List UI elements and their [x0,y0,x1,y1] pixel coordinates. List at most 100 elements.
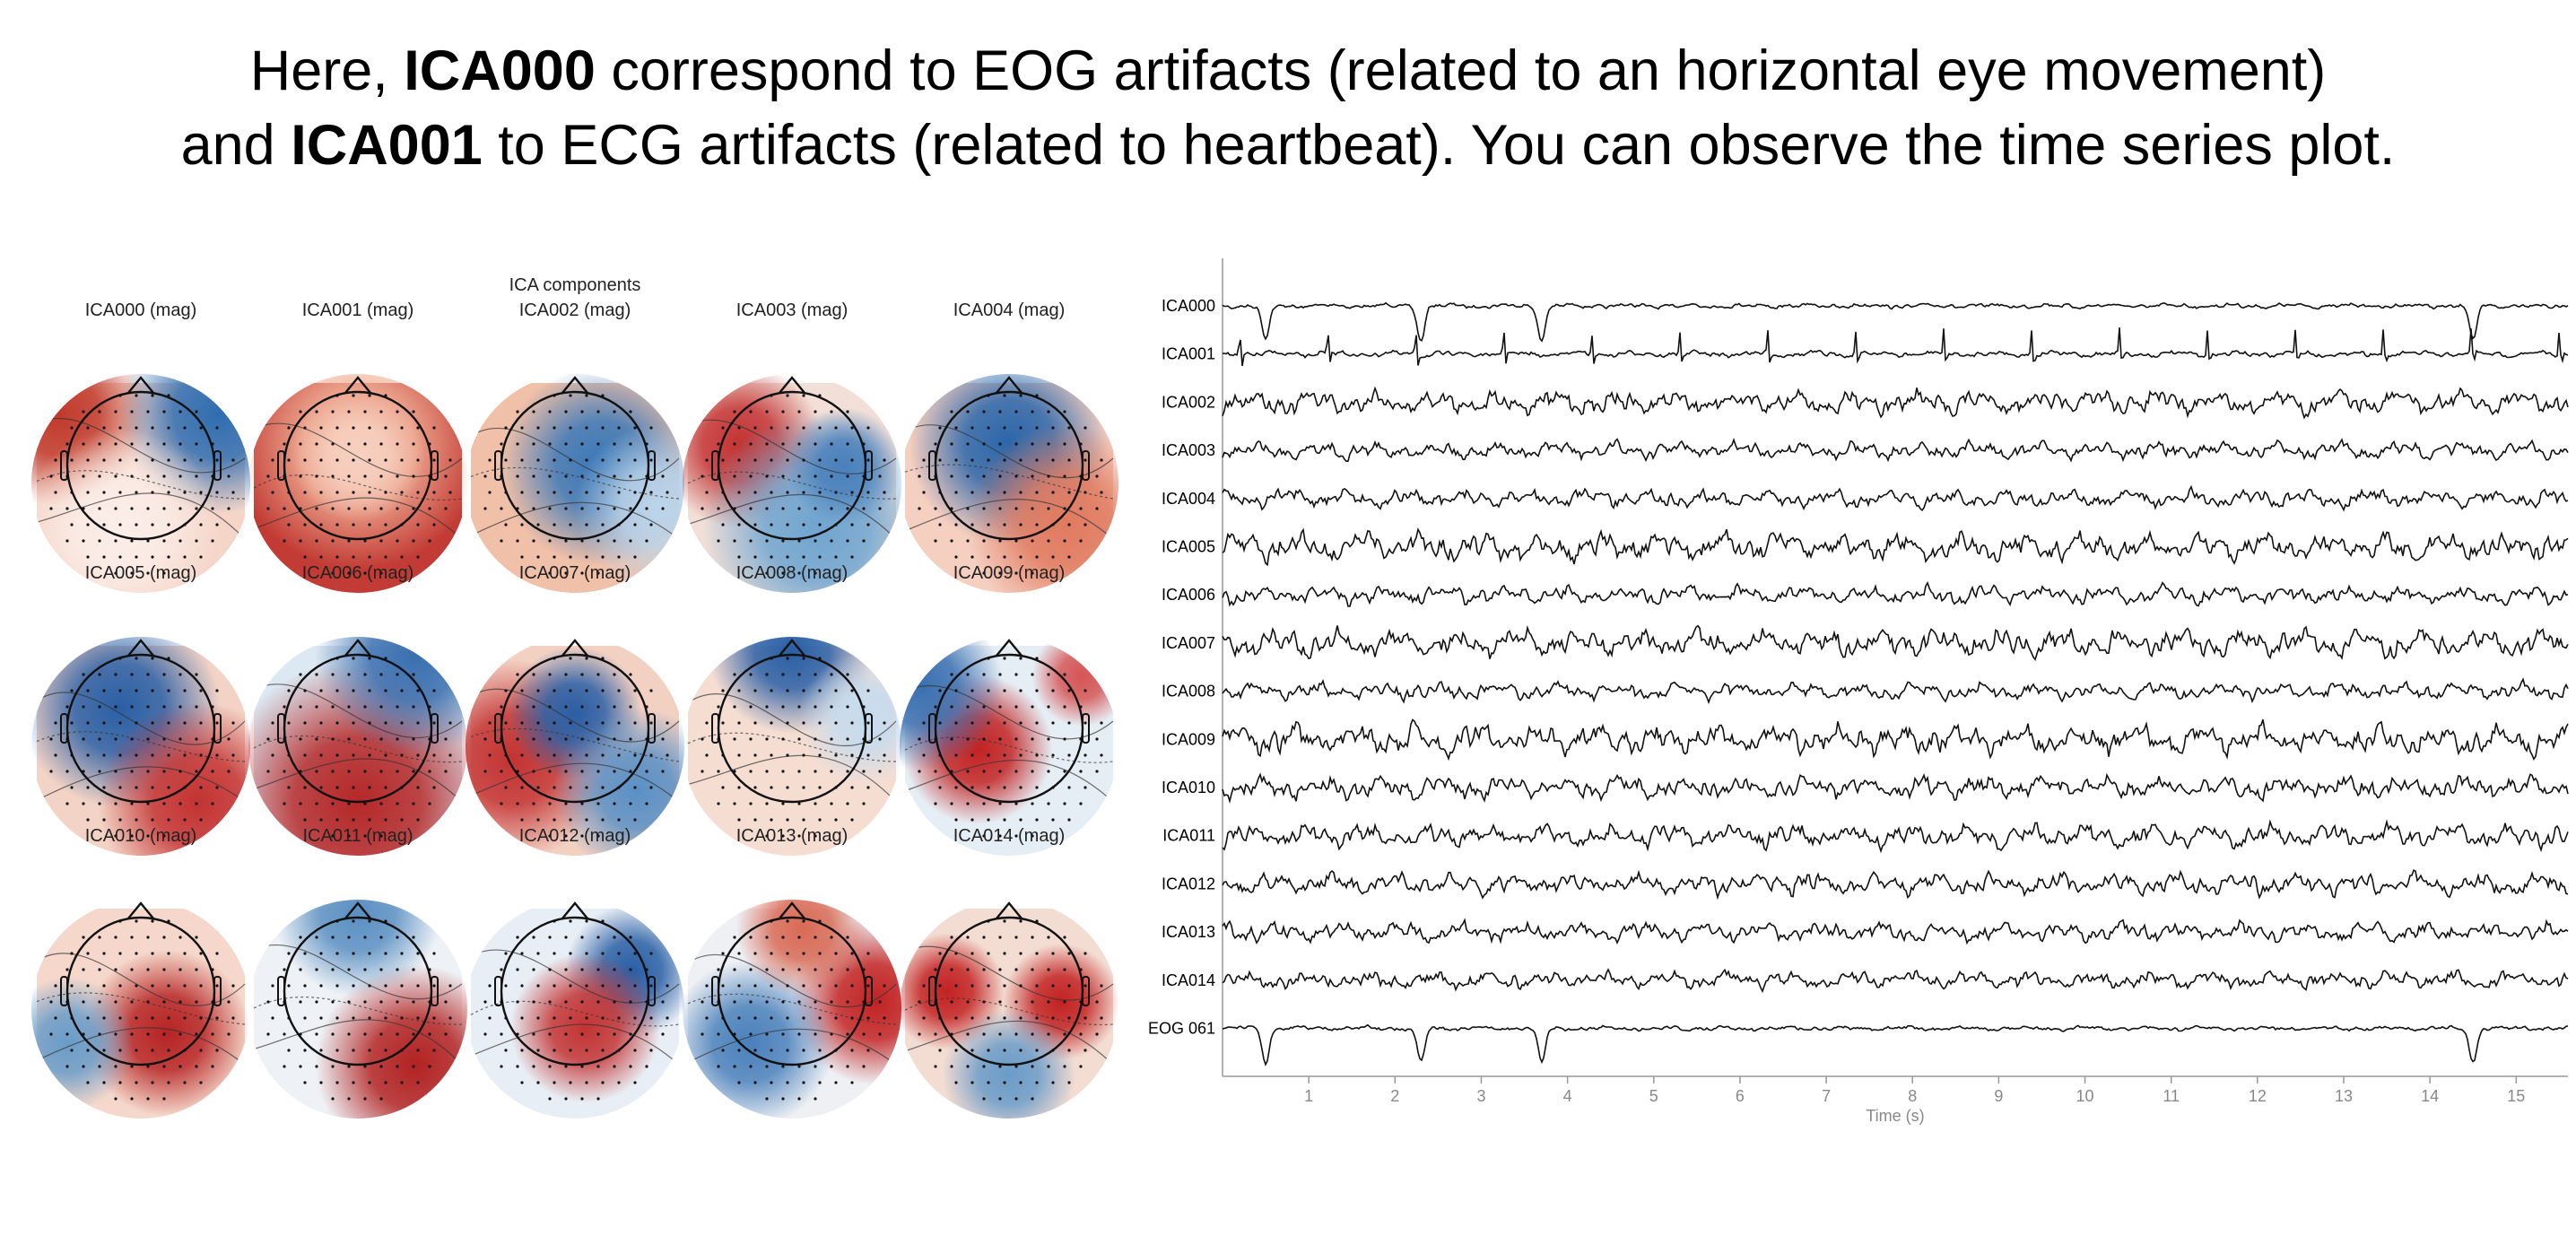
sensor [167,689,170,692]
sensor [753,1016,757,1020]
topomap-title: ICA002 (mag) [519,300,631,320]
sensor [1019,689,1023,692]
sensor [934,1032,937,1036]
x-tick-label: 11 [2163,1087,2180,1105]
sensor [167,952,170,955]
contour [470,1023,680,1066]
nose [996,639,1023,657]
sensor [938,952,942,955]
sensor [797,571,801,575]
sensor [516,474,519,478]
sensor [553,818,556,822]
sensor [1051,555,1055,559]
sensor [283,802,286,805]
sensor [335,458,339,462]
sensor [786,753,789,757]
sensor [347,770,351,773]
sensor [504,721,508,725]
sensor [1003,523,1006,527]
sensor [416,458,420,462]
sensor [114,834,117,838]
sensor [54,458,57,462]
sensor [488,1016,492,1020]
sensor [765,802,769,805]
sensor [797,1097,801,1101]
sensor [1014,1065,1018,1068]
sensor [846,507,849,510]
sensor [987,952,990,955]
sensor [162,802,166,805]
sensor [504,786,508,789]
sensor [331,1032,335,1036]
sensor [661,737,665,741]
sensor [114,936,117,939]
sensor [379,507,383,510]
sensor [130,770,134,773]
contour [687,471,897,500]
sensor [363,802,367,805]
sensor [721,952,725,955]
sensor [629,936,632,939]
sensor [733,673,736,676]
sensor [850,1081,854,1084]
sensor [1014,1097,1018,1101]
sensor [998,834,1002,838]
sensor [195,968,198,971]
sensor [970,1016,974,1020]
sensor [118,721,122,725]
sensor [1079,802,1083,805]
sensor [178,1032,182,1036]
ear [711,713,719,744]
sensor [596,968,600,971]
sensor [950,802,953,805]
sensor [162,1000,166,1004]
sensor [114,442,117,446]
sensor [130,705,134,709]
sensor [379,571,383,575]
sensor [536,952,540,955]
sensor [737,818,741,822]
sensor [846,705,849,709]
sensor [770,426,773,430]
sensor [49,770,53,773]
sensor [770,555,773,559]
sensor [601,1049,605,1052]
sensor [548,673,552,676]
sensor [178,1065,182,1068]
sensor [717,1065,720,1068]
sensor [215,458,219,462]
sensor [379,936,383,939]
sensor [585,523,588,527]
sensor [1095,770,1099,773]
contour [36,766,246,803]
sensor [114,474,117,478]
sensor [303,689,307,692]
sensor [617,1016,621,1020]
sensor [866,491,870,494]
sensor [938,458,942,462]
sensor [934,539,937,543]
sensor [585,458,588,462]
sensor [721,523,725,527]
sensor [70,1049,74,1052]
sensor [400,491,404,494]
contour [253,758,463,803]
sensor [162,1065,166,1068]
sensor [737,491,741,494]
sensor [199,1049,203,1052]
sensor [701,737,704,741]
sensor [432,458,436,462]
topomap-blob [510,953,661,1103]
sensor [596,1097,600,1101]
sensor [737,1081,741,1084]
sensor [118,952,122,955]
sensor [199,818,203,822]
sensor [1067,786,1071,789]
sensor [585,786,588,789]
sensor [1031,507,1034,510]
sensor [195,507,198,510]
sensor [335,721,339,725]
sensor [998,507,1002,510]
sensor [151,786,154,789]
sensor [802,491,805,494]
